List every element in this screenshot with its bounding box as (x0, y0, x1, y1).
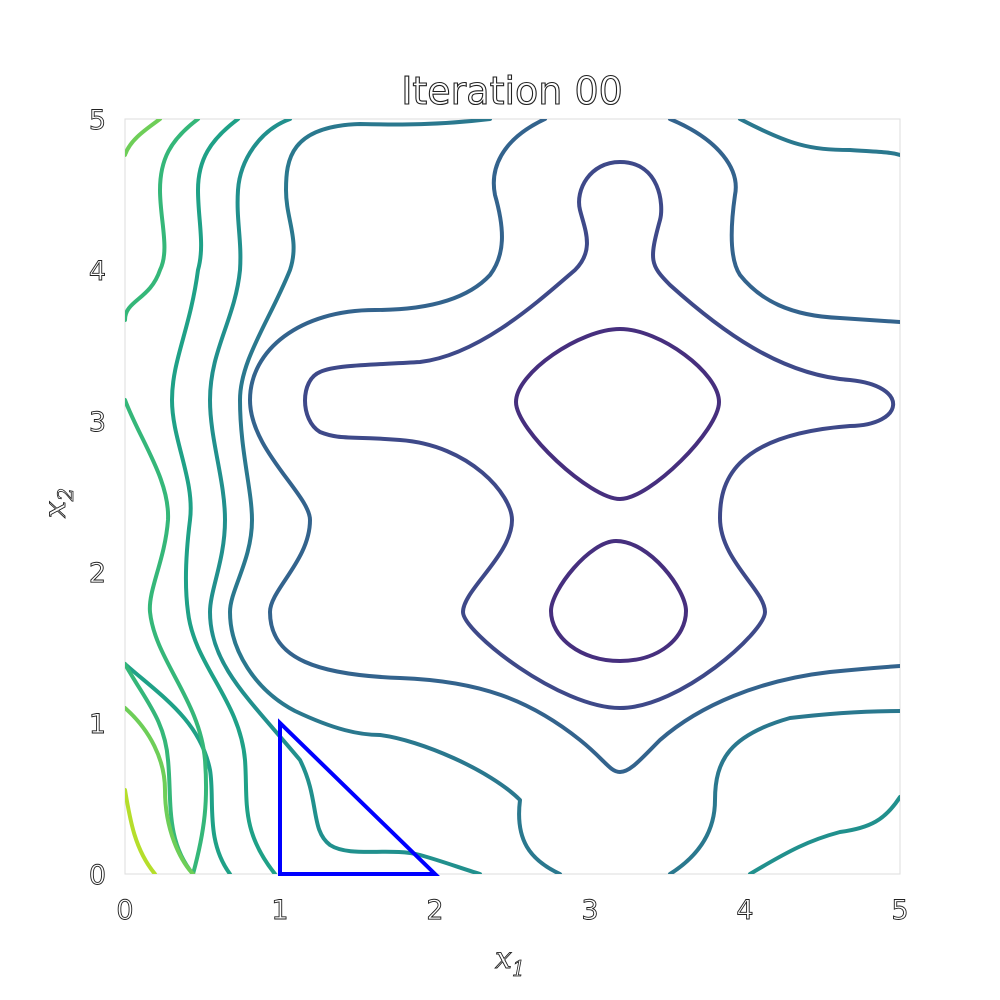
plot-frame (124, 118, 901, 875)
y-axis-label-main: x (38, 501, 73, 518)
contour-line (125, 788, 157, 874)
contour-line (125, 662, 232, 874)
contour-line (125, 706, 195, 874)
y-tick-labels: 0 1 2 3 4 5 (88, 105, 106, 892)
chart-title: Iteration 00 (401, 69, 623, 113)
x-axis-label: x1 (495, 941, 525, 981)
contour-lines (125, 119, 900, 874)
x-tick-label: 4 (736, 895, 753, 926)
y-tick-label: 4 (89, 256, 106, 287)
contour-line (738, 119, 900, 157)
y-tick-label: 2 (89, 558, 106, 589)
y-tick-label: 0 (89, 860, 106, 891)
x-tick-label: 5 (891, 895, 908, 926)
contour-line (228, 119, 562, 874)
contour-line (125, 119, 200, 322)
x-tick-labels: 0 1 2 3 4 5 (116, 895, 909, 927)
x-tick-label: 1 (271, 895, 288, 926)
contour-line (125, 398, 209, 874)
simplex-triangle (278, 718, 440, 876)
x-tick-label: 2 (426, 895, 443, 926)
x-tick-label: 3 (581, 895, 598, 926)
x-axis-label-main: x (495, 941, 512, 976)
y-axis-label-sub: 2 (54, 488, 78, 502)
x-tick-label: 0 (116, 895, 133, 926)
contour-line (748, 795, 900, 874)
contour-line (514, 327, 721, 501)
contour-line (668, 119, 900, 324)
x-axis-label-sub: 1 (512, 957, 525, 981)
contour-line (248, 119, 900, 774)
contour-line (549, 539, 688, 663)
contour-line (303, 160, 896, 710)
contour-line (668, 709, 900, 874)
contour-line (208, 119, 482, 874)
contour-line (125, 119, 162, 157)
y-axis-label: x2 (38, 488, 78, 518)
contour-line (170, 119, 277, 874)
y-tick-label: 5 (89, 105, 106, 136)
y-tick-label: 1 (89, 709, 106, 740)
y-tick-label: 3 (89, 407, 106, 438)
